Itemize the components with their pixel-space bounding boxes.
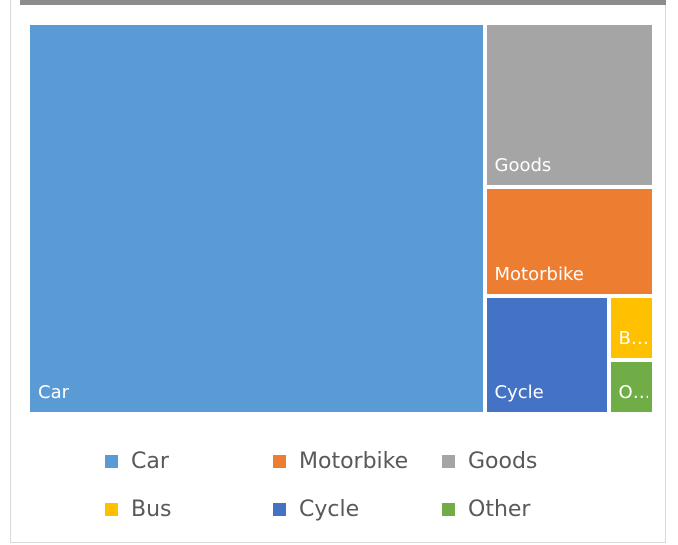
- tile-label: Car: [38, 382, 69, 403]
- chart-frame: [10, 0, 666, 543]
- tile-label: Motorbike: [494, 263, 584, 285]
- treemap-tile: Goods: [484, 23, 654, 188]
- legend-swatch: [105, 502, 118, 516]
- treemap-tile: Motorbike: [484, 187, 654, 296]
- legend-swatch: [105, 454, 118, 468]
- legend-label: Cycle: [299, 496, 360, 522]
- tile-label: Bus: [618, 328, 648, 350]
- tile-label: Cycle: [494, 381, 544, 403]
- legend-label: Other: [468, 496, 531, 522]
- tile-label: Goods: [494, 155, 552, 177]
- legend-item: Bus: [105, 495, 172, 523]
- tile-label: Other: [618, 381, 648, 403]
- treemap-tile: Bus: [608, 295, 654, 361]
- treemap-tile: Cycle: [484, 295, 609, 414]
- legend-swatch: [442, 454, 455, 468]
- legend-item: Cycle: [273, 495, 359, 523]
- legend-label: Goods: [468, 448, 538, 474]
- legend-label: Motorbike: [299, 448, 409, 474]
- legend-label: Bus: [131, 496, 172, 522]
- legend-item: Car: [105, 447, 169, 475]
- treemap-tile: Other: [608, 360, 654, 414]
- legend-label: Car: [131, 448, 169, 474]
- treemap-tile: Car: [28, 23, 485, 414]
- title-bar: [20, 0, 666, 5]
- legend-swatch: [273, 502, 286, 516]
- legend-swatch: [273, 454, 286, 468]
- legend-item: Motorbike: [273, 447, 408, 475]
- legend-item: Goods: [442, 447, 537, 475]
- legend-item: Other: [442, 495, 530, 523]
- legend-swatch: [442, 502, 455, 516]
